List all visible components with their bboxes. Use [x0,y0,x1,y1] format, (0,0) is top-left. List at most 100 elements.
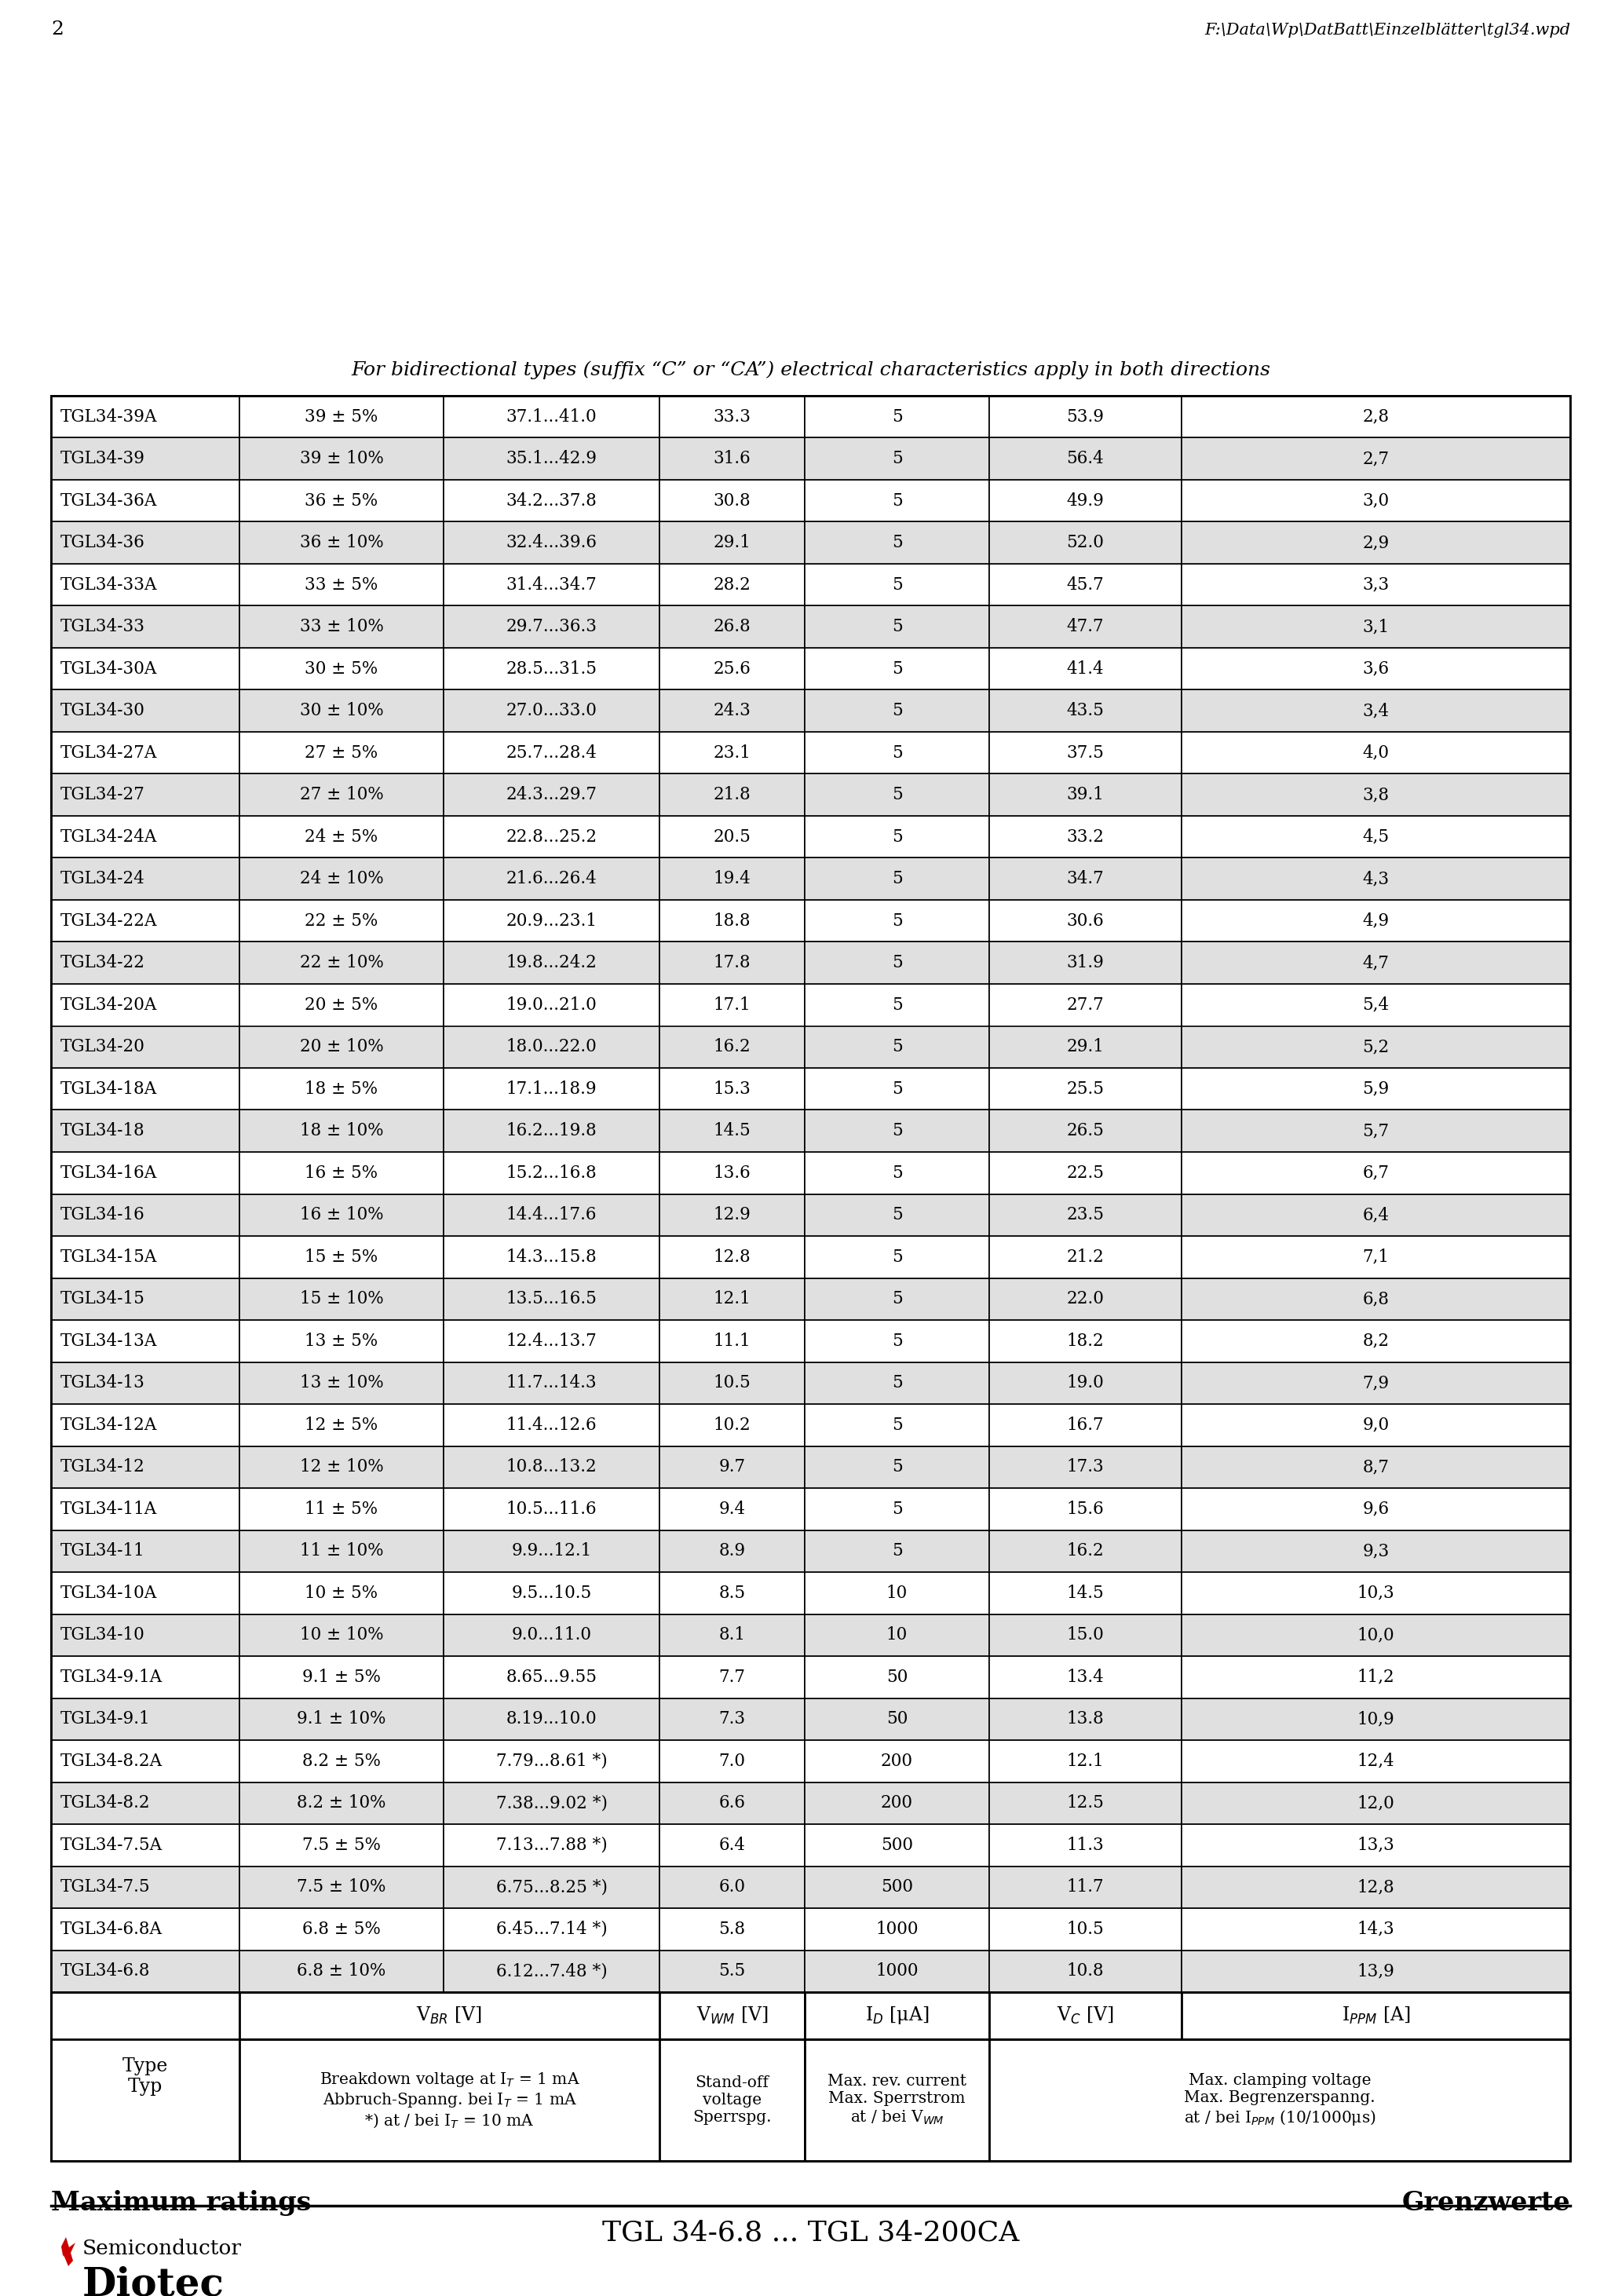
Text: 7.0: 7.0 [719,1752,746,1770]
Bar [660,1446,805,1488]
Bar [50,1068,240,1109]
Bar [989,565,1181,606]
Text: 8.19...10.0: 8.19...10.0 [506,1711,597,1727]
Text: TGL34-36A: TGL34-36A [60,491,157,510]
Text: 16.7: 16.7 [1067,1417,1105,1433]
Text: 25.6: 25.6 [714,661,751,677]
Bar [660,1320,805,1362]
Text: 13,3: 13,3 [1358,1837,1395,1853]
Bar [443,480,660,521]
Text: 34.7: 34.7 [1067,870,1105,889]
Bar [240,1446,443,1488]
Bar [240,1235,443,1279]
Bar [660,1782,805,1823]
Bar [443,1026,660,1068]
Text: 5: 5 [892,1375,902,1391]
Text: 22.8...25.2: 22.8...25.2 [506,829,597,845]
Text: 15 ± 5%: 15 ± 5% [305,1249,378,1265]
Bar [443,1488,660,1529]
Bar [240,606,443,647]
Text: 10 ± 5%: 10 ± 5% [305,1584,378,1603]
Text: 20.5: 20.5 [714,829,751,845]
Bar [443,1320,660,1362]
Text: 21.6...26.4: 21.6...26.4 [506,870,597,889]
Text: 50: 50 [886,1669,908,1685]
Text: 200: 200 [881,1752,913,1770]
Bar [240,1740,443,1782]
Bar [240,941,443,985]
Text: 14.5: 14.5 [714,1123,751,1139]
Text: TGL34-16A: TGL34-16A [60,1164,157,1182]
Text: 9.7: 9.7 [719,1458,746,1476]
Bar [1181,689,1570,732]
Text: Max. rev. current
Max. Sperrstrom
at / bei V$_{WM}$: Max. rev. current Max. Sperrstrom at / b… [827,2073,967,2126]
Bar [1181,647,1570,689]
Text: Stand-off
voltage
Sperrspg.: Stand-off voltage Sperrspg. [693,2076,772,2124]
Text: 14,3: 14,3 [1358,1919,1395,1938]
Bar [660,647,805,689]
Text: 20.9...23.1: 20.9...23.1 [506,912,597,930]
Text: 5,9: 5,9 [1362,1081,1390,1097]
Text: TGL34-30A: TGL34-30A [60,661,157,677]
Text: 10: 10 [886,1584,908,1603]
Text: 5: 5 [892,1123,902,1139]
Bar [1181,439,1570,480]
Text: 13.8: 13.8 [1067,1711,1105,1727]
Text: 1000: 1000 [876,1963,918,1979]
Bar [805,1699,989,1740]
Bar [805,1488,989,1529]
Text: 10,9: 10,9 [1358,1711,1395,1727]
Bar [50,1949,240,1993]
Bar [240,689,443,732]
Bar [443,1446,660,1488]
Text: Breakdown voltage at I$_T$ = 1 mA
Abbruch-Spanng. bei I$_T$ = 1 mA
*) at / bei I: Breakdown voltage at I$_T$ = 1 mA Abbruc… [320,2071,579,2131]
Bar [805,774,989,815]
Text: 27.7: 27.7 [1067,996,1105,1013]
Text: 22 ± 5%: 22 ± 5% [305,912,378,930]
Text: 14.3...15.8: 14.3...15.8 [506,1249,597,1265]
Bar [240,1908,443,1949]
Text: 5: 5 [892,955,902,971]
Bar [50,1488,240,1529]
Bar [660,1026,805,1068]
Bar [240,480,443,521]
Text: TGL34-24: TGL34-24 [60,870,144,889]
Bar [50,1573,240,1614]
Text: 25.7...28.4: 25.7...28.4 [506,744,597,762]
Text: TGL34-20: TGL34-20 [60,1038,144,1056]
Bar [805,1194,989,1235]
Bar [660,1740,805,1782]
Text: 12,0: 12,0 [1358,1795,1395,1812]
Bar [443,1740,660,1782]
Text: 12.1: 12.1 [1067,1752,1105,1770]
Text: TGL34-11A: TGL34-11A [60,1499,157,1518]
Bar [1181,1403,1570,1446]
Text: 9,3: 9,3 [1362,1543,1390,1559]
Text: 6.12...7.48 *): 6.12...7.48 *) [496,1963,607,1979]
Text: 9.5...10.5: 9.5...10.5 [511,1584,592,1603]
Bar [989,1026,1181,1068]
Text: 5: 5 [892,1499,902,1518]
Text: 8,7: 8,7 [1362,1458,1388,1476]
Text: 10.8...13.2: 10.8...13.2 [506,1458,597,1476]
Bar [989,521,1181,565]
Text: TGL34-9.1A: TGL34-9.1A [60,1669,162,1685]
Text: 14.5: 14.5 [1067,1584,1105,1603]
Text: I$_{PPM}$ [A]: I$_{PPM}$ [A] [1341,2004,1410,2025]
Text: 5: 5 [892,703,902,719]
Bar [50,1655,240,1699]
Text: 2: 2 [50,21,63,39]
Bar [989,606,1181,647]
Text: 6.0: 6.0 [719,1878,746,1896]
Text: 13.4: 13.4 [1067,1669,1105,1685]
Text: 6,8: 6,8 [1362,1290,1388,1309]
Text: Diotec: Diotec [83,2266,224,2296]
Bar [50,1699,240,1740]
Text: 6.8 ± 5%: 6.8 ± 5% [302,1919,381,1938]
Text: 10.5...11.6: 10.5...11.6 [506,1499,597,1518]
Bar [805,1235,989,1279]
Bar [989,689,1181,732]
Text: TGL34-15A: TGL34-15A [60,1249,157,1265]
Text: 43.5: 43.5 [1067,703,1105,719]
Text: 34.2...37.8: 34.2...37.8 [506,491,597,510]
